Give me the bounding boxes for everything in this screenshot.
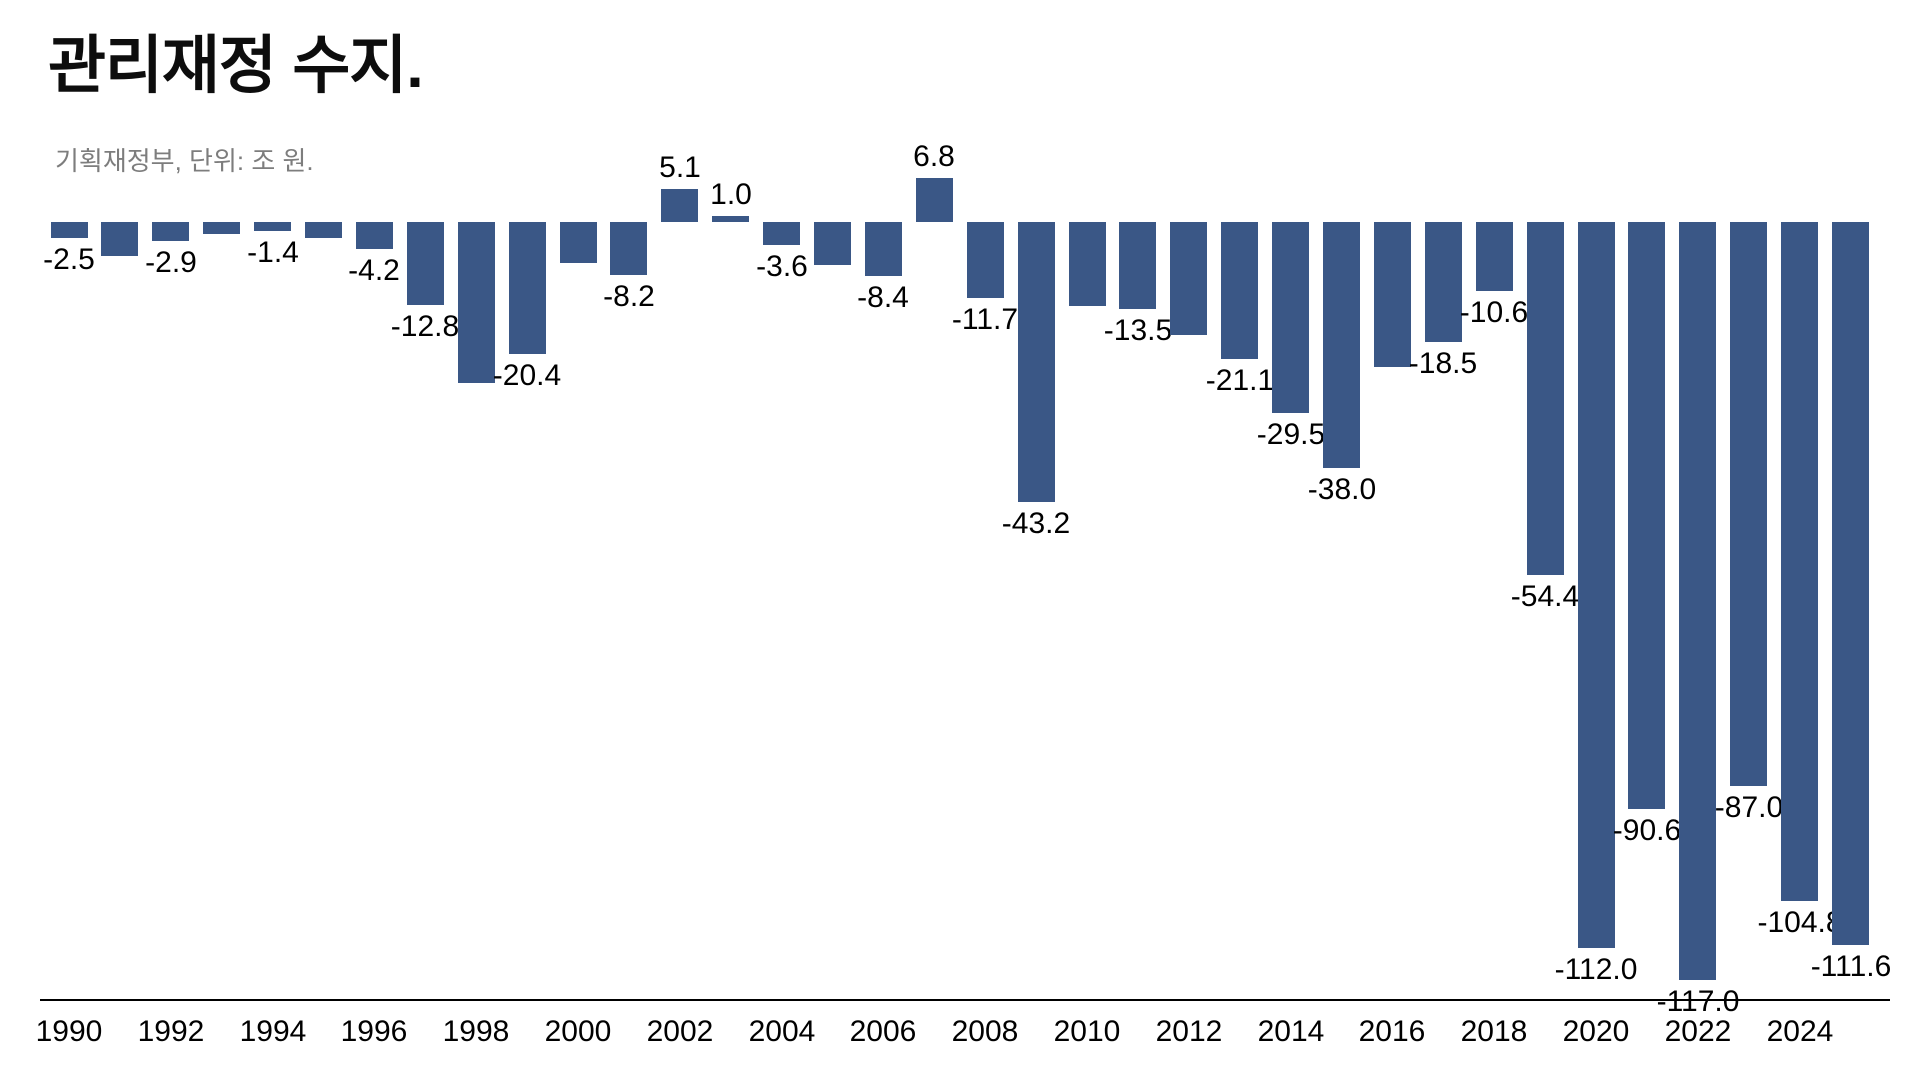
bar-1992 — [152, 222, 189, 241]
bar-2013 — [1221, 222, 1258, 359]
x-tick-label-2008: 2008 — [951, 1015, 1019, 1048]
chart-source-note: 기획재정부, 단위: 조 원. — [55, 146, 314, 176]
bar-2017 — [1425, 222, 1462, 342]
x-tick-label-2014: 2014 — [1257, 1015, 1325, 1048]
bar-1996 — [356, 222, 393, 249]
bar-value-label-2020: -112.0 — [1554, 953, 1638, 986]
bar-2018 — [1476, 222, 1513, 291]
x-axis-line — [40, 999, 1890, 1001]
bar-value-label-2003: 1.0 — [710, 178, 752, 211]
x-tick-label-2000: 2000 — [544, 1015, 612, 1048]
bar-2024 — [1781, 222, 1818, 901]
bar-value-label-2006: -8.4 — [857, 281, 909, 314]
bar-value-label-2011: -13.5 — [1103, 314, 1173, 347]
bar-value-label-2017: -18.5 — [1408, 347, 1478, 380]
bar-value-label-2022: -117.0 — [1656, 985, 1740, 1018]
bar-2014 — [1272, 222, 1309, 413]
x-tick-label-1990: 1990 — [35, 1015, 103, 1048]
bar-2007 — [916, 178, 953, 222]
x-tick-label-2016: 2016 — [1358, 1015, 1426, 1048]
bar-value-label-2015: -38.0 — [1307, 473, 1377, 506]
bar-2009 — [1018, 222, 1055, 502]
bar-value-label-2018: -10.6 — [1459, 296, 1529, 329]
x-tick-label-1992: 1992 — [137, 1015, 205, 1048]
bar-value-label-2019: -54.4 — [1510, 580, 1580, 613]
bar-2006 — [865, 222, 902, 276]
bar-1994 — [254, 222, 291, 231]
bar-2002 — [661, 189, 698, 222]
x-tick-label-2024: 2024 — [1766, 1015, 1834, 1048]
bar-value-label-2023: -87.0 — [1714, 791, 1784, 824]
x-tick-label-2022: 2022 — [1664, 1015, 1732, 1048]
bar-2020 — [1578, 222, 1615, 948]
x-tick-label-2012: 2012 — [1155, 1015, 1223, 1048]
bar-2016 — [1374, 222, 1411, 367]
bar-1991 — [101, 222, 138, 256]
bar-2005 — [814, 222, 851, 265]
x-tick-label-1998: 1998 — [442, 1015, 510, 1048]
bar-value-label-2008: -11.7 — [951, 303, 1019, 336]
bar-1999 — [509, 222, 546, 354]
bar-value-label-2014: -29.5 — [1256, 418, 1326, 451]
bar-2022 — [1679, 222, 1716, 980]
x-tick-label-2010: 2010 — [1053, 1015, 1121, 1048]
x-tick-label-2020: 2020 — [1562, 1015, 1630, 1048]
page-title: 관리재정 수지. — [48, 31, 424, 101]
x-tick-label-2004: 2004 — [748, 1015, 816, 1048]
bar-2015 — [1323, 222, 1360, 468]
bar-value-label-2009: -43.2 — [1001, 507, 1071, 540]
bar-2010 — [1069, 222, 1106, 306]
bar-2004 — [763, 222, 800, 245]
bar-2000 — [560, 222, 597, 263]
bar-value-label-2002: 5.1 — [659, 151, 701, 184]
bar-value-label-1996: -4.2 — [348, 254, 400, 287]
x-tick-label-2006: 2006 — [849, 1015, 917, 1048]
bar-2008 — [967, 222, 1004, 298]
bar-2001 — [610, 222, 647, 275]
bar-value-label-2025: -111.6 — [1810, 950, 1892, 983]
bar-1993 — [203, 222, 240, 234]
bar-value-label-2001: -8.2 — [603, 280, 655, 313]
bar-value-label-2004: -3.6 — [756, 250, 808, 283]
bar-value-label-2024: -104.8 — [1757, 906, 1843, 939]
bar-2023 — [1730, 222, 1767, 786]
bar-1998 — [458, 222, 495, 383]
x-tick-label-2018: 2018 — [1460, 1015, 1528, 1048]
bar-2025 — [1832, 222, 1869, 945]
bar-value-label-1999: -20.4 — [492, 359, 562, 392]
bar-2003 — [712, 216, 749, 222]
x-tick-label-1996: 1996 — [340, 1015, 408, 1048]
bar-2021 — [1628, 222, 1665, 809]
bar-1990 — [51, 222, 88, 238]
bar-1997 — [407, 222, 444, 305]
bar-2019 — [1527, 222, 1564, 575]
bar-value-label-1997: -12.8 — [390, 310, 460, 343]
bar-value-label-2007: 6.8 — [913, 140, 955, 173]
bar-value-label-1994: -1.4 — [247, 236, 299, 269]
x-tick-label-1994: 1994 — [239, 1015, 307, 1048]
bar-value-label-2021: -90.6 — [1612, 814, 1682, 847]
bar-2012 — [1170, 222, 1207, 335]
x-tick-label-2002: 2002 — [646, 1015, 714, 1048]
bar-value-label-1992: -2.9 — [145, 246, 197, 279]
bar-2011 — [1119, 222, 1156, 309]
bar-value-label-2013: -21.1 — [1205, 364, 1275, 397]
bar-value-label-1990: -2.5 — [43, 243, 95, 276]
bar-1995 — [305, 222, 342, 238]
